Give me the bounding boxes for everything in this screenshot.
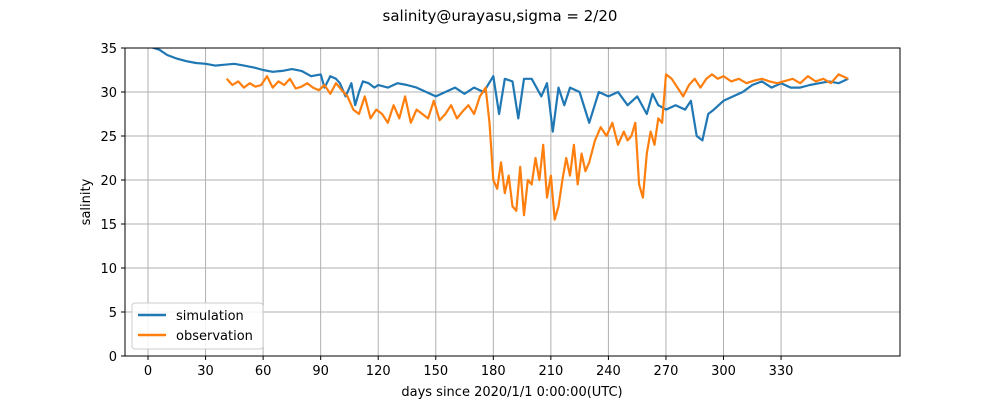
plot-frame <box>124 47 901 357</box>
legend-label-simulation: simulation <box>176 309 244 324</box>
y-tick-label: 30 <box>100 86 117 101</box>
y-tick-label: 35 <box>100 42 117 57</box>
x-tick-label: 240 <box>596 364 621 379</box>
axis-ticks: 0 30 60 90 120 150 180 210 240 270 300 330 0 5 10 15 20 2… <box>100 42 793 379</box>
x-tick-label: 180 <box>481 364 506 379</box>
y-tick-label: 20 <box>100 174 117 189</box>
x-tick-label: 330 <box>769 364 794 379</box>
y-tick-label: 0 <box>109 350 117 365</box>
y-tick-label: 5 <box>109 306 117 321</box>
x-axis-label: days since 2020/1/1 0:00:00(UTC) <box>401 385 622 400</box>
y-tick-label: 15 <box>100 218 117 233</box>
series-layer <box>150 48 849 221</box>
y-tick-label: 25 <box>100 130 117 145</box>
chart-title: salinity@urayasu,sigma = 2/20 <box>383 7 618 25</box>
y-axis-label: salinity <box>79 178 94 225</box>
x-tick-label: 30 <box>197 364 214 379</box>
x-tick-label: 120 <box>366 364 391 379</box>
x-tick-label: 210 <box>538 364 563 379</box>
x-tick-label: 300 <box>711 364 736 379</box>
series-line-simulation <box>150 48 849 142</box>
y-tick-label: 10 <box>100 262 117 277</box>
series-line-observation <box>225 73 849 221</box>
x-tick-label: 60 <box>255 364 272 379</box>
legend-label-observation: observation <box>176 329 253 344</box>
legend: simulation observation <box>131 302 264 350</box>
x-tick-label: 0 <box>144 364 152 379</box>
x-tick-label: 270 <box>654 364 679 379</box>
x-tick-label: 150 <box>423 364 448 379</box>
x-tick-label: 90 <box>312 364 329 379</box>
